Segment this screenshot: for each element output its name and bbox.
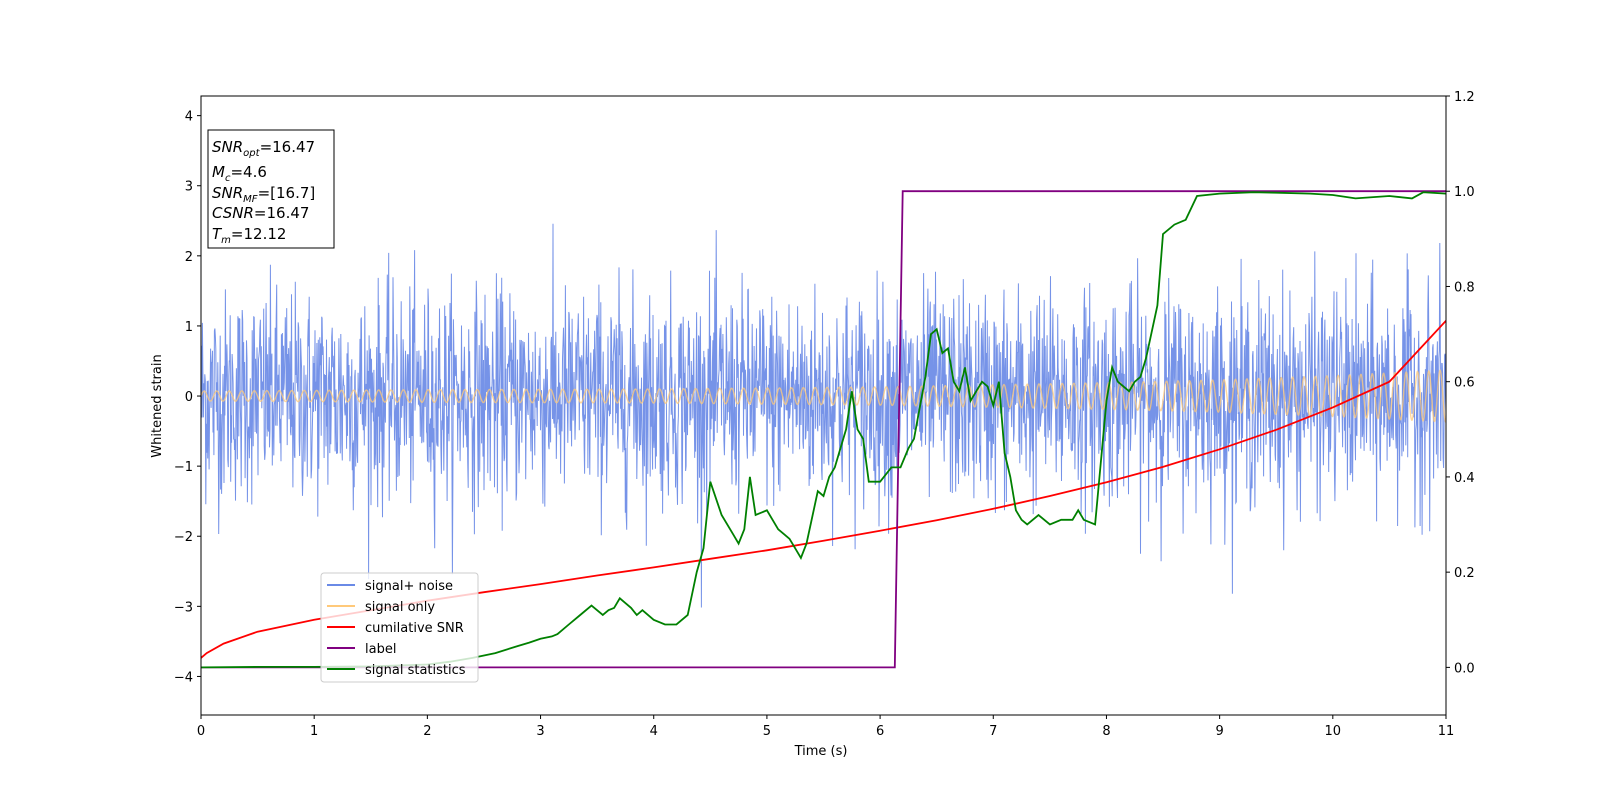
y-axis-left: −4 −3 −2 −1 0 1 2 3 4 xyxy=(174,110,201,685)
y-right-tick-label: 0.6 xyxy=(1454,376,1475,391)
y-right-tick-label: 0.8 xyxy=(1454,280,1475,295)
y-right-tick-label: 1.2 xyxy=(1454,90,1475,105)
legend-item-signal-noise: signal+ noise xyxy=(327,579,453,594)
y-right-tick-label: 1.0 xyxy=(1454,185,1475,200)
legend-item-signal-statistics: signal statistics xyxy=(327,663,466,678)
label-line xyxy=(201,190,1446,669)
x-tick-label: 7 xyxy=(989,724,997,739)
signal-only-line xyxy=(201,369,1446,424)
x-tick-label: 2 xyxy=(423,724,431,739)
y-left-tick-label: 0 xyxy=(185,390,193,405)
legend: signal+ noise signal only cumilative SNR… xyxy=(320,572,479,683)
annotation-mc: Mc=4.6 xyxy=(212,163,267,184)
annotation-box xyxy=(207,129,335,249)
y-left-tick-label: 4 xyxy=(185,110,193,125)
legend-label: signal only xyxy=(365,600,435,615)
y-left-tick-label: −1 xyxy=(174,460,193,475)
y-right-tick-label: 0.4 xyxy=(1454,471,1475,486)
legend-label: signal statistics xyxy=(365,663,466,678)
metrics-annotation: SNRopt=16.47 Mc=4.6 SNRMF=[16.7] CSNR=16… xyxy=(207,129,335,249)
y-left-tick-label: 3 xyxy=(185,180,193,195)
y-axis-label-left: Whitened strain xyxy=(150,354,165,457)
legend-box xyxy=(320,572,479,683)
signal-only-series xyxy=(201,369,1446,424)
x-axis-label: Time (s) xyxy=(794,744,848,759)
y-left-tick-label: −3 xyxy=(174,600,193,615)
legend-label: cumilative SNR xyxy=(365,621,464,636)
plot-frame xyxy=(200,95,1447,716)
x-tick-label: 9 xyxy=(1215,724,1223,739)
y-left-tick-label: −2 xyxy=(174,530,193,545)
annotation-csnr: CSNR=16.47 xyxy=(212,204,309,222)
x-tick-label: 0 xyxy=(197,724,205,739)
annotation-tm: Tm=12.12 xyxy=(212,225,286,246)
cumulative-snr-line xyxy=(201,320,1446,659)
legend-label: signal+ noise xyxy=(365,579,453,594)
y-left-tick-label: 2 xyxy=(185,250,193,265)
x-tick-label: 11 xyxy=(1438,724,1455,739)
signal-statistics-line xyxy=(201,191,1446,669)
legend-item-label: label xyxy=(327,642,396,657)
annotation-snr-opt: SNRopt=16.47 xyxy=(212,138,315,159)
x-tick-label: 6 xyxy=(876,724,884,739)
x-tick-label: 10 xyxy=(1325,724,1342,739)
legend-label: label xyxy=(365,642,396,657)
y-right-tick-label: 0.0 xyxy=(1454,661,1475,676)
x-axis: 0 1 2 3 4 5 6 7 8 9 10 11 xyxy=(197,715,1454,739)
x-tick-label: 1 xyxy=(310,724,318,739)
annotation-snr-mf: SNRMF=[16.7] xyxy=(212,184,315,205)
legend-item-signal-only: signal only xyxy=(327,600,435,615)
y-right-tick-label: 0.2 xyxy=(1454,566,1475,581)
y-left-tick-label: 1 xyxy=(185,320,193,335)
legend-item-cumulative-snr: cumilative SNR xyxy=(327,621,464,636)
x-tick-label: 4 xyxy=(650,724,658,739)
signal-noise-line xyxy=(201,223,1446,608)
y-axis-right: 0.0 0.2 0.4 0.6 0.8 1.0 1.2 xyxy=(1446,90,1475,676)
y-left-tick-label: −4 xyxy=(174,670,193,685)
signal-noise-series xyxy=(201,223,1446,608)
x-tick-label: 8 xyxy=(1102,724,1110,739)
x-tick-label: 5 xyxy=(763,724,771,739)
x-tick-label: 3 xyxy=(536,724,544,739)
